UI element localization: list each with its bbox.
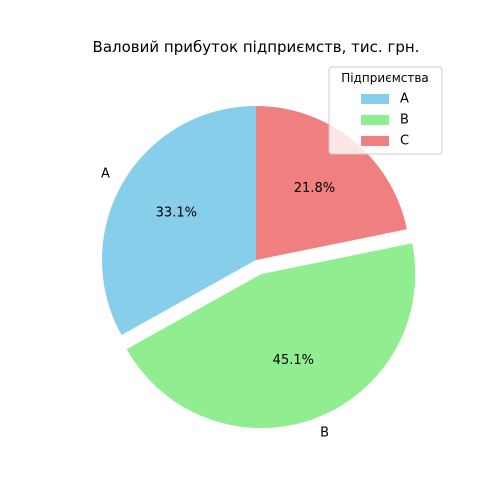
legend-swatch-b	[361, 115, 389, 125]
pie-category-label-a: A	[101, 167, 110, 182]
pie-slices	[102, 106, 416, 429]
legend-label-a: A	[400, 92, 409, 107]
legend-frame	[328, 66, 443, 155]
chart-title: Валовий прибуток підприємств, тис. грн.	[93, 38, 420, 56]
legend-label-b: B	[400, 113, 409, 128]
pie-slice-a	[102, 106, 256, 336]
pie-category-label-b: B	[320, 425, 329, 440]
legend-swatch-a	[361, 94, 389, 104]
pie-percent-label-b: 45.1%	[273, 353, 314, 368]
pie-labels: 33.1% A 45.1% B 21.8%	[101, 167, 335, 441]
pie-percent-label-a: 33.1%	[156, 206, 197, 221]
legend-title: Підприємства	[341, 71, 429, 85]
legend: Підприємства ABC	[328, 66, 443, 155]
pie-slice-c	[256, 106, 407, 260]
legend-swatch-c	[361, 136, 389, 146]
legend-label-c: C	[400, 134, 409, 149]
legend-entries: ABC	[361, 92, 409, 149]
pie-percent-label-c: 21.8%	[294, 181, 335, 196]
pie-slice-b	[126, 243, 416, 429]
